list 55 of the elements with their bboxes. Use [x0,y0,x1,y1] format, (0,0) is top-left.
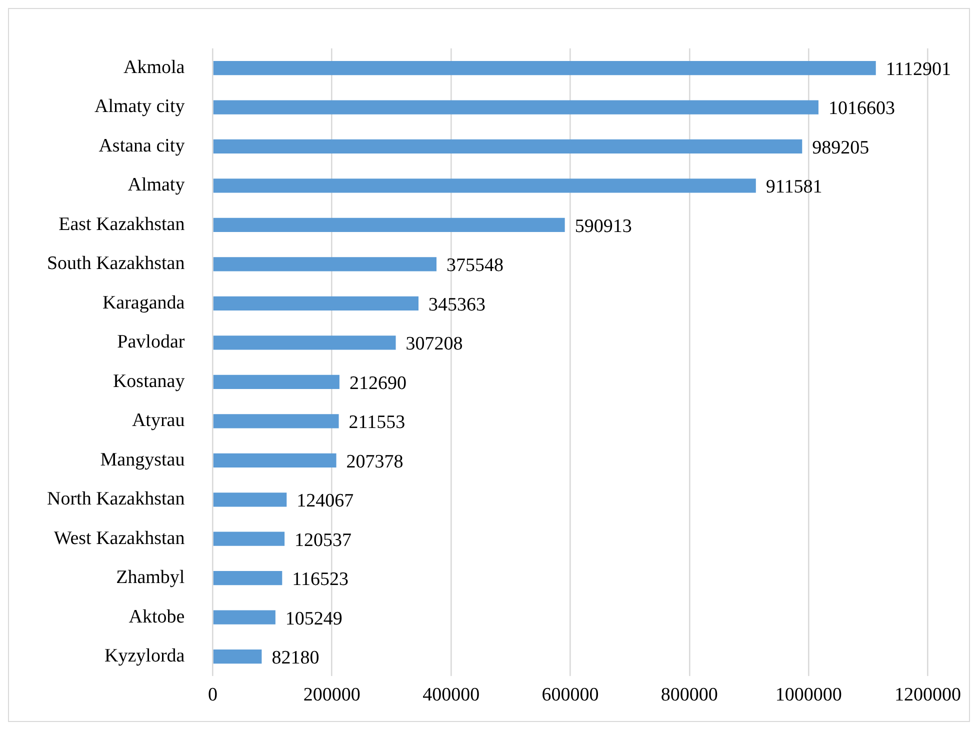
data-label: 211553 [348,412,406,434]
x-tick-label: 800000 [660,684,718,706]
bar [213,453,336,468]
bar [213,218,565,232]
bar [213,257,436,272]
bar [213,610,276,624]
bar [213,178,756,193]
data-label: 212690 [349,372,406,394]
bar [213,650,262,664]
data-label: 124067 [296,490,354,512]
data-label: 207378 [346,451,404,472]
data-label: 1016603 [828,98,895,120]
bar [213,532,285,546]
y-tick-label: Pavlodar [117,332,186,353]
data-label: 116523 [292,569,348,590]
data-label: 989205 [812,137,870,158]
x-tick-label: 400000 [422,684,480,706]
bar [213,336,396,350]
bar [213,296,419,311]
y-tick-label: Akmola [124,57,186,78]
data-label: 120537 [294,530,352,551]
bar [213,100,818,114]
y-tick-label: Astana city [98,135,186,156]
bar [213,374,340,389]
x-tick-label: 200000 [303,684,360,706]
data-label: 1112901 [886,59,951,80]
y-tick-label: Atyrau [132,410,186,432]
bar [213,571,282,586]
data-label: 345363 [428,294,486,316]
data-label: 82180 [272,648,320,669]
y-tick-label: East Kazakhstan [58,214,186,235]
x-tick-label: 1000000 [775,684,842,706]
bar [213,414,339,428]
y-tick-label: Karaganda [102,292,186,314]
y-tick-label: South Kazakhstan [46,253,186,274]
y-tick-label: Mangystau [100,449,186,470]
data-label: 375548 [446,255,504,276]
bar [213,139,802,154]
y-tick-label: West Kazakhstan [54,528,186,549]
data-label: 911581 [766,176,822,198]
x-tick-label: 600000 [542,684,599,706]
y-tick-label: Kyzylorda [104,646,186,667]
x-tick-label: 1200000 [894,684,961,706]
bar [213,492,287,507]
y-tick-label: Aktobe [128,606,185,628]
y-tick-label: Kostanay [112,370,186,392]
y-tick-label: North Kazakhstan [47,488,186,510]
data-label: 590913 [574,216,632,237]
data-label: 307208 [406,334,463,355]
y-tick-label: Almaty city [94,96,186,118]
y-tick-label: Almaty [128,174,186,196]
y-tick-label: Zhambyl [116,567,185,588]
data-label: 105249 [285,608,342,630]
bar [213,60,876,76]
x-tick-label: 0 [208,684,218,706]
